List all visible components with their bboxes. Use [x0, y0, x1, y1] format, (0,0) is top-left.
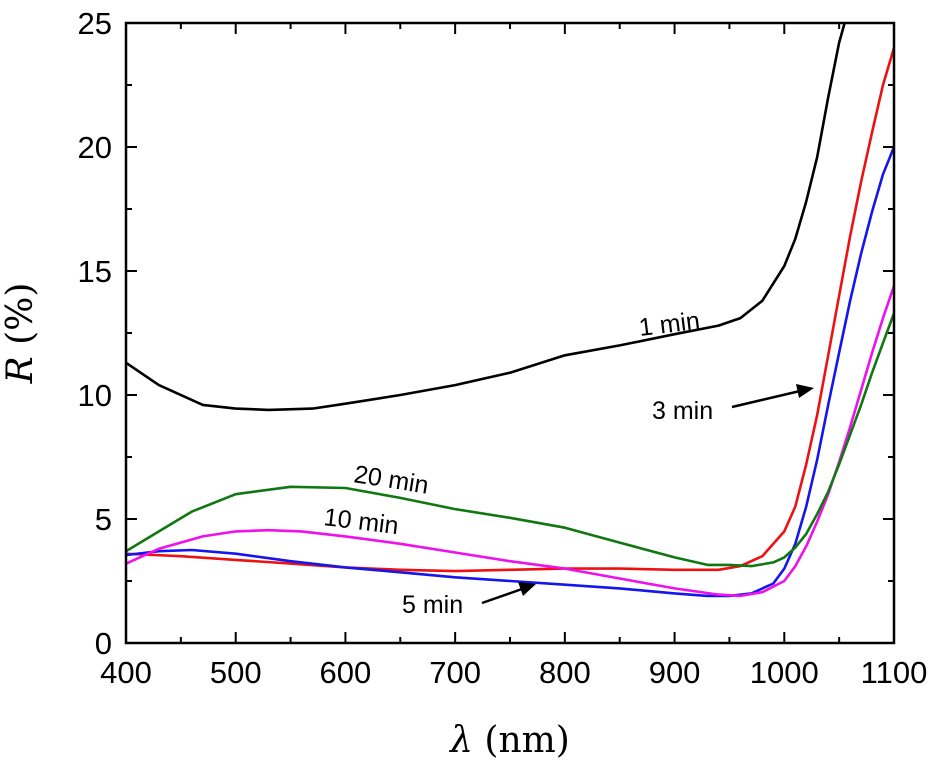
series-line-10-min	[126, 285, 894, 598]
arrow-3-min	[731, 389, 801, 409]
y-tick-label: 5	[95, 502, 112, 537]
x-axis-title: λ (nm)	[448, 720, 570, 760]
x-axis-var: λ	[448, 720, 473, 760]
label-5-min: 5 min	[402, 591, 463, 619]
y-tick-label: 20	[78, 130, 112, 165]
arrowhead-3-min	[796, 384, 814, 398]
y-tick-label: 10	[78, 378, 112, 413]
x-tick-label: 800	[539, 655, 591, 690]
x-tick-label: 1100	[861, 655, 928, 690]
series-line-1-min	[126, 23, 846, 412]
label-3-min: 3 min	[652, 397, 713, 425]
x-tick-label: 600	[320, 655, 372, 690]
series-layer	[126, 23, 894, 598]
y-tick-label: 0	[95, 626, 112, 661]
x-tick-label: 900	[649, 655, 701, 690]
x-tick-label: 400	[100, 655, 152, 690]
x-tick-label: 700	[429, 655, 481, 690]
x-tick-label: 500	[210, 655, 262, 690]
x-tick-label: 1000	[750, 655, 819, 690]
series-line-20-min	[126, 312, 894, 568]
label-1-min: 1 min	[637, 307, 701, 342]
y-axis-unit: (%)	[0, 283, 41, 357]
arrowhead-5-min	[518, 582, 536, 596]
plot-frame	[124, 21, 896, 645]
ticks-layer: 400 500 600 700 800 900 1000 1100 0 5 10 15 20 25	[78, 6, 928, 690]
x-axis-unit: (nm)	[473, 720, 570, 760]
label-20-min: 20 min	[352, 460, 431, 499]
y-axis-title: R (%)	[0, 283, 41, 385]
y-axis-var: R	[0, 356, 41, 384]
y-tick-label: 25	[78, 6, 112, 41]
arrow-5-min	[481, 587, 523, 605]
y-tick-label: 15	[78, 254, 112, 289]
